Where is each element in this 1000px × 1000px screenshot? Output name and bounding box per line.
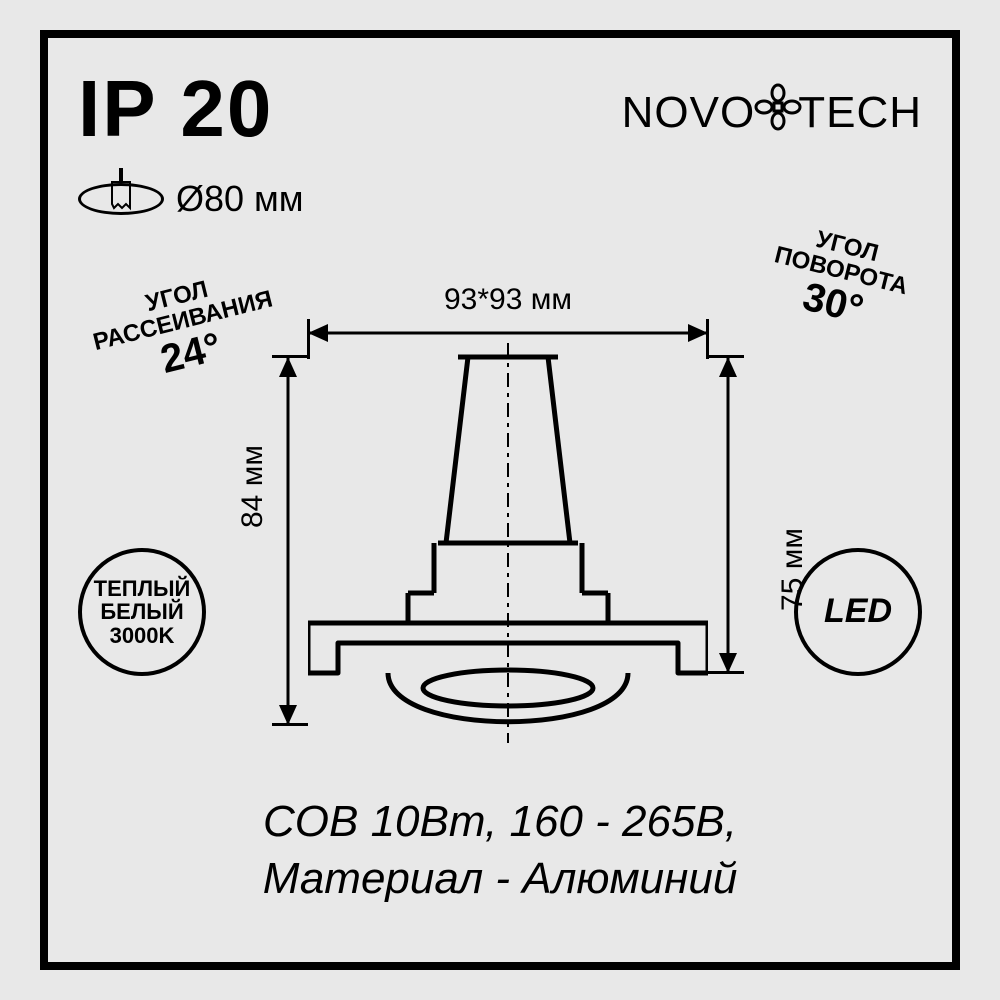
brand-clover-icon bbox=[754, 83, 802, 131]
holesaw-icon bbox=[108, 168, 134, 212]
led-badge: LED bbox=[794, 548, 922, 676]
brand-logo: NOVO TECH bbox=[622, 88, 922, 138]
dim-ext-bot75 bbox=[708, 671, 744, 674]
spec-line-2: Материал - Алюминий bbox=[48, 850, 952, 907]
cutout-hole-icon bbox=[78, 183, 164, 215]
color-temp-badge: ТЕПЛЫЙ БЕЛЫЙ 3000K bbox=[78, 548, 206, 676]
fixture-dimension-drawing: 93*93 мм 84 мм 75 мм bbox=[288, 283, 728, 753]
ip-rating: IP 20 bbox=[78, 63, 273, 155]
brand-left: NOVO bbox=[622, 88, 756, 138]
beam-angle-label: УГОЛ РАССЕИВАНИЯ 24° bbox=[85, 262, 286, 396]
dim-width-arrow bbox=[308, 323, 708, 343]
dim-height-overall-label: 84 мм bbox=[236, 445, 270, 528]
brand-right: TECH bbox=[798, 88, 922, 138]
dim-height-recessed-label: 75 мм bbox=[776, 528, 810, 611]
spec-footer: COB 10Вт, 160 - 265В, Материал - Алюмини… bbox=[48, 793, 952, 907]
dim-ext-top84 bbox=[272, 355, 308, 358]
dim-ext-top75 bbox=[708, 355, 744, 358]
fixture-outline-icon bbox=[308, 343, 708, 743]
dim-width-label: 93*93 мм bbox=[288, 283, 728, 317]
spec-line-1: COB 10Вт, 160 - 265В, bbox=[48, 793, 952, 850]
spec-frame: IP 20 NOVO TECH Ø80 мм УГОЛ bbox=[40, 30, 960, 970]
dim-height-recessed-arrow bbox=[718, 357, 738, 673]
tilt-angle-label: УГОЛ ПОВОРОТА 30° bbox=[762, 218, 916, 341]
cutout-spec: Ø80 мм bbox=[78, 178, 304, 220]
dim-height-overall-arrow bbox=[278, 357, 298, 725]
dim-ext-bot84 bbox=[272, 723, 308, 726]
cutout-diameter-label: Ø80 мм bbox=[176, 178, 304, 220]
